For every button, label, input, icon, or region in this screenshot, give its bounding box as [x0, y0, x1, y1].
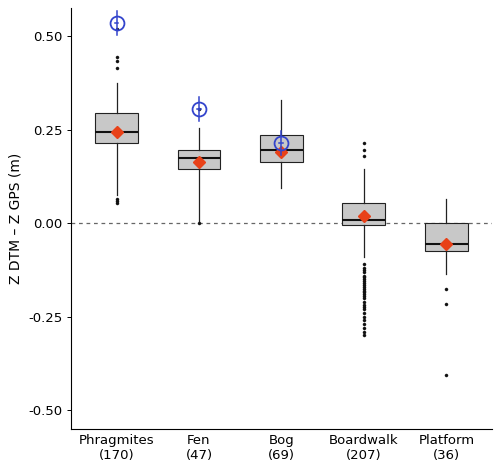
Y-axis label: Z DTM – Z GPS (m): Z DTM – Z GPS (m) [8, 153, 22, 284]
Bar [425, 223, 468, 251]
Bar [95, 113, 138, 143]
Bar [178, 150, 220, 169]
Bar [260, 135, 303, 162]
Bar [342, 203, 386, 225]
